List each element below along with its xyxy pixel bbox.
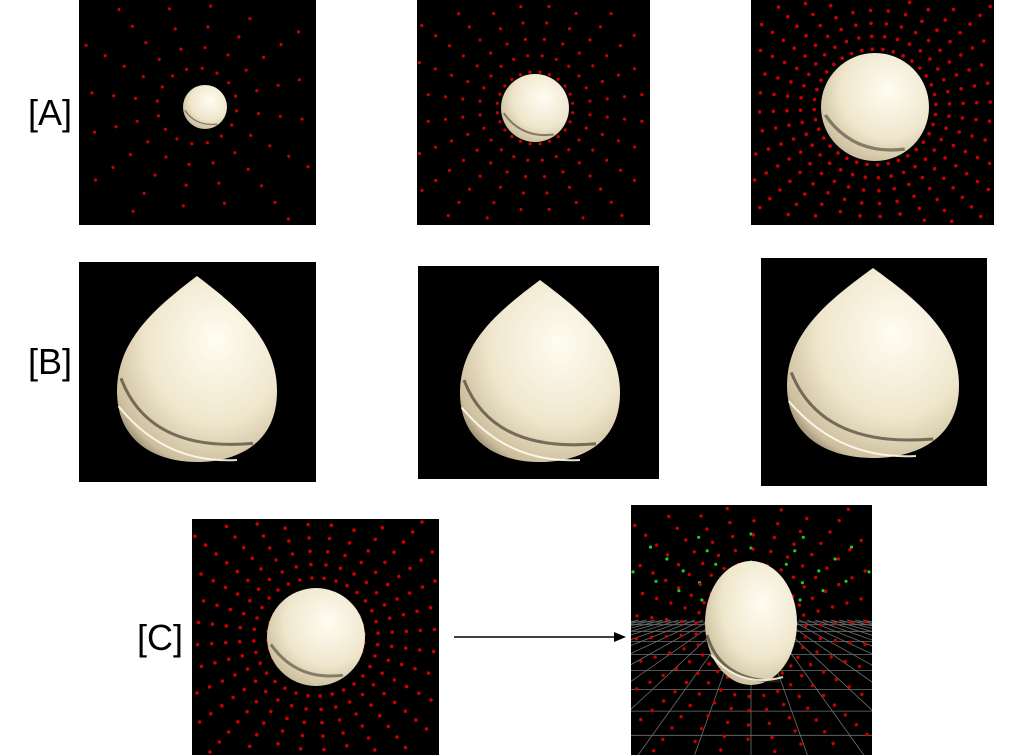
row-label-b: [B] (28, 341, 73, 382)
render-b2 (460, 280, 620, 462)
render-a2 (417, 4, 644, 220)
panel-a1-small-sphere-with-point-grid (79, 0, 316, 225)
render-a3 (752, 0, 993, 224)
render-c1 (193, 520, 437, 754)
drop-surface (787, 268, 959, 458)
render-b3 (787, 268, 959, 458)
render-b1 (117, 276, 277, 462)
panel-a3-large-sphere-with-point-grid (751, 0, 994, 225)
panel-b3-drop-shape (761, 258, 987, 486)
sphere-surface (183, 85, 227, 129)
panel-b2-drop-shape (418, 266, 659, 479)
drop-surface (117, 276, 277, 462)
panel-b1-drop-shape (79, 262, 316, 482)
panel-c2-egg-on-ground-grid (631, 505, 872, 755)
render-a1 (84, 4, 310, 221)
sphere-surface (821, 53, 929, 161)
drop-surface (460, 280, 620, 462)
point-grid (417, 4, 644, 220)
sphere-surface (267, 588, 365, 686)
row-label-c: [C] (137, 617, 184, 658)
transform-arrow (454, 632, 626, 642)
render-c2 (631, 506, 872, 755)
point-grid (84, 4, 310, 221)
panel-a2-medium-sphere-with-point-grid (417, 0, 650, 225)
panel-c1-sphere-with-point-grid (192, 519, 439, 755)
sphere-surface (501, 74, 569, 142)
egg-surface (705, 561, 797, 685)
row-label-a: [A] (28, 92, 73, 133)
